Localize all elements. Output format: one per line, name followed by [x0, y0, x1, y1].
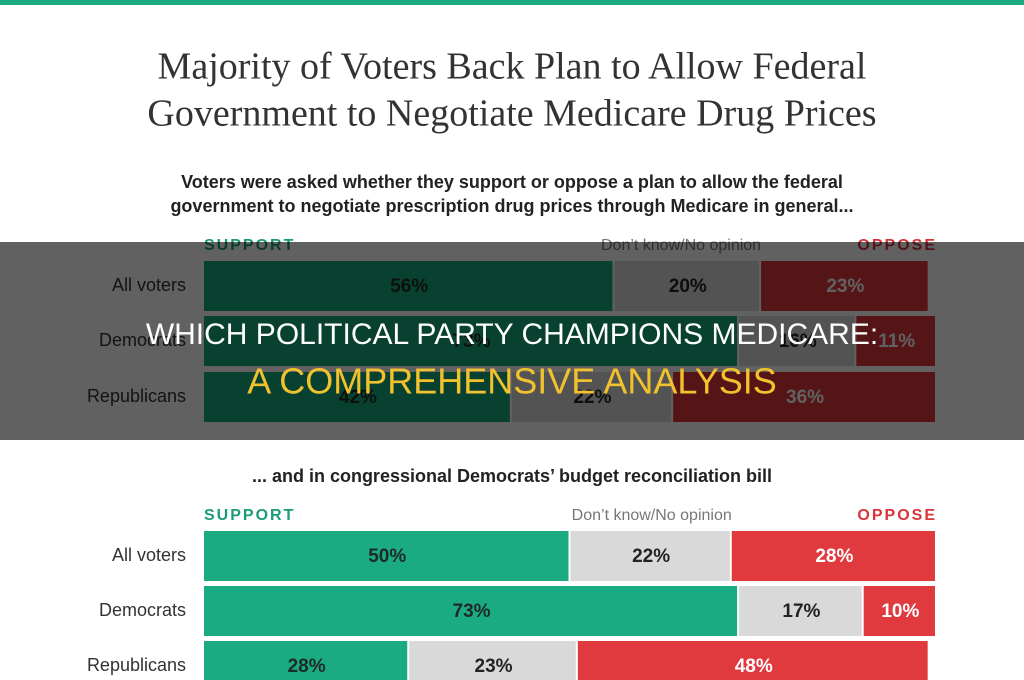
value-label: 50%: [368, 546, 406, 567]
category-label: Democrats: [99, 600, 186, 620]
value-label: 23%: [475, 656, 513, 677]
bar-segment: [204, 586, 738, 636]
category-label: All voters: [112, 545, 186, 565]
value-label: 28%: [288, 656, 326, 677]
banner-line: A COMPREHENSIVE ANALYSIS: [247, 361, 777, 402]
bar-segment: [204, 641, 408, 680]
subtitle: Voters were asked whether they support o…: [181, 172, 843, 192]
bar-segment: [570, 531, 730, 581]
value-label: 28%: [815, 546, 853, 567]
bar-segment: [863, 586, 935, 636]
title-line: Government to Negotiate Medicare Drug Pr…: [147, 93, 876, 135]
subtitle: ... and in congressional Democrats’ budg…: [252, 466, 772, 486]
top-accent: [0, 0, 1024, 5]
bar-segment: [409, 641, 576, 680]
legend-entry: SUPPORT: [204, 507, 295, 524]
value-label: 48%: [735, 656, 773, 677]
bar-segment: [204, 531, 569, 581]
banner-line: WHICH POLITICAL PARTY CHAMPIONS MEDICARE…: [146, 318, 878, 351]
bar-segment: [731, 531, 935, 581]
legend-entry: Don’t know/No opinion: [572, 507, 732, 524]
banner-overlay: [0, 242, 1024, 440]
value-label: 73%: [453, 601, 491, 622]
subtitle: government to negotiate prescription dru…: [170, 196, 853, 216]
bar-segment: [577, 641, 928, 680]
legend-entry: OPPOSE: [857, 507, 937, 524]
category-label: Republicans: [87, 655, 186, 675]
value-label: 10%: [881, 601, 919, 622]
bar-segment: [739, 586, 862, 636]
value-label: 17%: [782, 601, 820, 622]
title-line: Majority of Voters Back Plan to Allow Fe…: [158, 46, 867, 88]
value-label: 22%: [632, 546, 670, 567]
